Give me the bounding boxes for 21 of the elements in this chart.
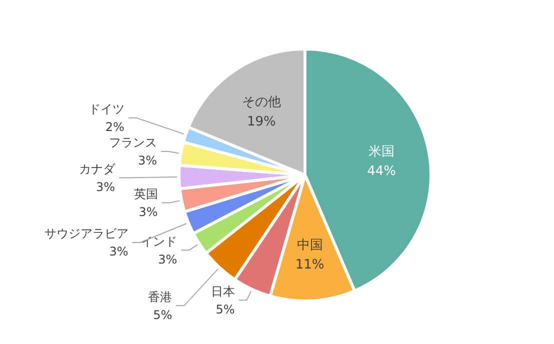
slice-label: 英国: [134, 186, 158, 201]
data-label: 3%: [158, 252, 178, 266]
slice-label: ドイツ: [88, 102, 124, 116]
slice-label: 米国: [368, 144, 395, 160]
data-label: 2%: [105, 120, 124, 134]
slice-label: 中国: [296, 238, 323, 254]
data-label: 19%: [247, 114, 276, 130]
data-label: 5%: [153, 308, 172, 322]
slice-label: サウジアラビア: [44, 226, 128, 241]
data-label: 3%: [96, 180, 116, 194]
data-label: 3%: [109, 244, 128, 259]
slice-label: 香港: [148, 290, 172, 304]
slice-label: 日本: [210, 284, 235, 298]
data-label: 44%: [367, 164, 396, 179]
data-label: 3%: [138, 204, 158, 219]
data-label: 5%: [216, 302, 235, 316]
slice-label: フランス: [109, 136, 158, 150]
data-label: 11%: [295, 258, 324, 273]
data-label: 3%: [138, 154, 158, 168]
slice-label: カナダ: [79, 162, 116, 176]
slice-label: その他: [242, 95, 281, 110]
